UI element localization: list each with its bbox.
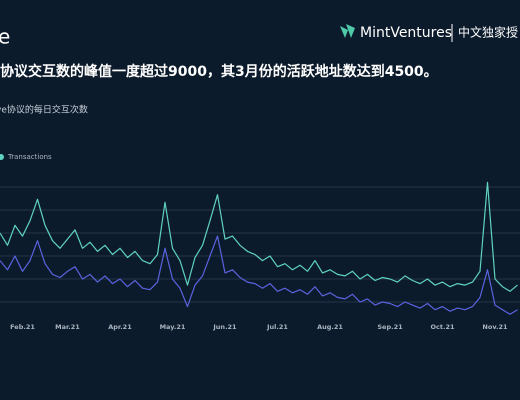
brand: MintVentures xyxy=(360,25,452,41)
x-tick-label: Feb.21 xyxy=(10,323,35,331)
tagline: 中文独家授 xyxy=(458,25,518,40)
logo: MintVentures 中文独家授 xyxy=(340,24,518,42)
x-tick-label: Jun.21 xyxy=(212,323,237,331)
series-line xyxy=(0,181,518,292)
legend-swatch xyxy=(0,154,4,160)
subtitle: 协议交互数的峰值一度超过9000，其3月份的活跃地址数达到4500。 xyxy=(0,63,438,80)
x-tick-label: Nov.21 xyxy=(482,323,508,331)
chart-title: ve协议的每日交互次数 xyxy=(0,104,88,116)
page-title: e xyxy=(0,25,10,49)
legend-label: Transactions xyxy=(7,153,52,161)
x-tick-label: Jul.21 xyxy=(266,323,288,331)
x-tick-label: Mar.21 xyxy=(55,323,80,331)
x-tick-label: Sep.21 xyxy=(377,323,403,331)
x-tick-label: May.21 xyxy=(160,323,186,331)
logo-icon xyxy=(340,24,355,38)
x-tick-label: Aug.21 xyxy=(317,323,343,331)
x-tick-label: Apr.21 xyxy=(108,323,132,331)
series-line xyxy=(0,235,518,315)
x-tick-label: Oct.21 xyxy=(430,323,454,331)
